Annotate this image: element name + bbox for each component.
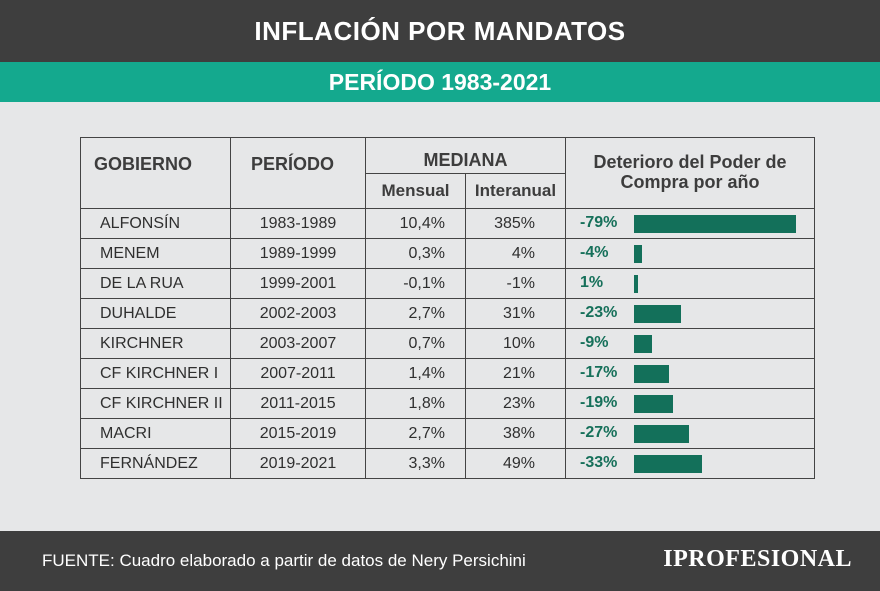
cell-periodo: 2019-2021: [230, 448, 366, 479]
cell-mensual: -0,1%: [365, 268, 466, 299]
cell-mensual: 3,3%: [365, 448, 466, 479]
cell-gobierno: CF KIRCHNER I: [80, 358, 231, 389]
cell-interanual: 49%: [465, 448, 566, 479]
inflation-table: GOBIERNO PERÍODO MEDIANA Deterioro del P…: [80, 137, 815, 491]
table-row: MACRI 2015-2019 2,7% 38% -27%: [80, 418, 815, 449]
source-note: FUENTE: Cuadro elaborado a partir de dat…: [42, 551, 526, 570]
cell-periodo: 2011-2015: [230, 388, 366, 419]
cell-deterioro: -27%: [565, 418, 815, 449]
deterioro-bar: [634, 365, 669, 383]
cell-deterioro: -19%: [565, 388, 815, 419]
cell-periodo: 1983-1989: [230, 208, 366, 239]
cell-gobierno: ALFONSÍN: [80, 208, 231, 239]
cell-gobierno: CF KIRCHNER II: [80, 388, 231, 419]
cell-periodo: 2015-2019: [230, 418, 366, 449]
header-deterioro: Deterioro del Poder de Compra por año: [565, 137, 815, 209]
cell-interanual: 38%: [465, 418, 566, 449]
deterioro-label: -19%: [580, 394, 618, 411]
table-row: CF KIRCHNER I 2007-2011 1,4% 21% -17%: [80, 358, 815, 389]
deterioro-label: -23%: [580, 304, 618, 321]
table-row: KIRCHNER 2003-2007 0,7% 10% -9%: [80, 328, 815, 359]
deterioro-label: -17%: [580, 364, 618, 381]
cell-interanual: 21%: [465, 358, 566, 389]
table-row: DUHALDE 2002-2003 2,7% 31% -23%: [80, 298, 815, 329]
cell-mensual: 1,4%: [365, 358, 466, 389]
cell-gobierno: KIRCHNER: [80, 328, 231, 359]
cell-interanual: -1%: [465, 268, 566, 299]
deterioro-bar: [634, 275, 638, 293]
cell-periodo: 1999-2001: [230, 268, 366, 299]
page-subtitle: PERÍODO 1983-2021: [0, 62, 880, 102]
footer: FUENTE: Cuadro elaborado a partir de dat…: [0, 531, 880, 591]
deterioro-bar: [634, 395, 673, 413]
cell-periodo: 2002-2003: [230, 298, 366, 329]
cell-deterioro: -4%: [565, 238, 815, 269]
cell-mensual: 0,7%: [365, 328, 466, 359]
cell-mensual: 2,7%: [365, 418, 466, 449]
cell-periodo: 1989-1999: [230, 238, 366, 269]
header-mensual: Mensual: [365, 173, 466, 209]
cell-mensual: 2,7%: [365, 298, 466, 329]
cell-interanual: 31%: [465, 298, 566, 329]
cell-mensual: 10,4%: [365, 208, 466, 239]
table-row: CF KIRCHNER II 2011-2015 1,8% 23% -19%: [80, 388, 815, 419]
cell-deterioro: -23%: [565, 298, 815, 329]
cell-interanual: 4%: [465, 238, 566, 269]
cell-interanual: 385%: [465, 208, 566, 239]
cell-periodo: 2003-2007: [230, 328, 366, 359]
deterioro-bar: [634, 335, 652, 353]
header-interanual: Interanual: [465, 173, 566, 209]
table-row: DE LA RUA 1999-2001 -0,1% -1% 1%: [80, 268, 815, 299]
table-row: MENEM 1989-1999 0,3% 4% -4%: [80, 238, 815, 269]
deterioro-bar: [634, 245, 642, 263]
cell-gobierno: MENEM: [80, 238, 231, 269]
cell-periodo: 2007-2011: [230, 358, 366, 389]
cell-interanual: 10%: [465, 328, 566, 359]
table-row: FERNÁNDEZ 2019-2021 3,3% 49% -33%: [80, 448, 815, 479]
deterioro-label: -9%: [580, 334, 609, 351]
cell-gobierno: MACRI: [80, 418, 231, 449]
page-title: INFLACIÓN POR MANDATOS: [0, 0, 880, 62]
deterioro-label: -79%: [580, 214, 618, 231]
cell-deterioro: -17%: [565, 358, 815, 389]
cell-interanual: 23%: [465, 388, 566, 419]
deterioro-label: -4%: [580, 244, 609, 261]
deterioro-bar: [634, 305, 681, 323]
header-mediana: MEDIANA: [365, 137, 566, 174]
cell-gobierno: DUHALDE: [80, 298, 231, 329]
deterioro-label: -33%: [580, 454, 618, 471]
deterioro-bar: [634, 215, 796, 233]
table-row: ALFONSÍN 1983-1989 10,4% 385% -79%: [80, 208, 815, 239]
header-gobierno: GOBIERNO: [80, 137, 231, 209]
cell-deterioro: -79%: [565, 208, 815, 239]
cell-deterioro: -9%: [565, 328, 815, 359]
cell-deterioro: 1%: [565, 268, 815, 299]
deterioro-bar: [634, 425, 689, 443]
cell-deterioro: -33%: [565, 448, 815, 479]
brand-logo: IPROFESIONAL: [663, 546, 852, 572]
header-periodo: PERÍODO: [230, 137, 366, 209]
deterioro-label: 1%: [580, 274, 604, 291]
cell-gobierno: DE LA RUA: [80, 268, 231, 299]
deterioro-label: -27%: [580, 424, 618, 441]
deterioro-bar: [634, 455, 702, 473]
table-body: ALFONSÍN 1983-1989 10,4% 385% -79% MENEM 1989-…: [80, 208, 815, 479]
cell-gobierno: FERNÁNDEZ: [80, 448, 231, 479]
cell-mensual: 1,8%: [365, 388, 466, 419]
cell-mensual: 0,3%: [365, 238, 466, 269]
